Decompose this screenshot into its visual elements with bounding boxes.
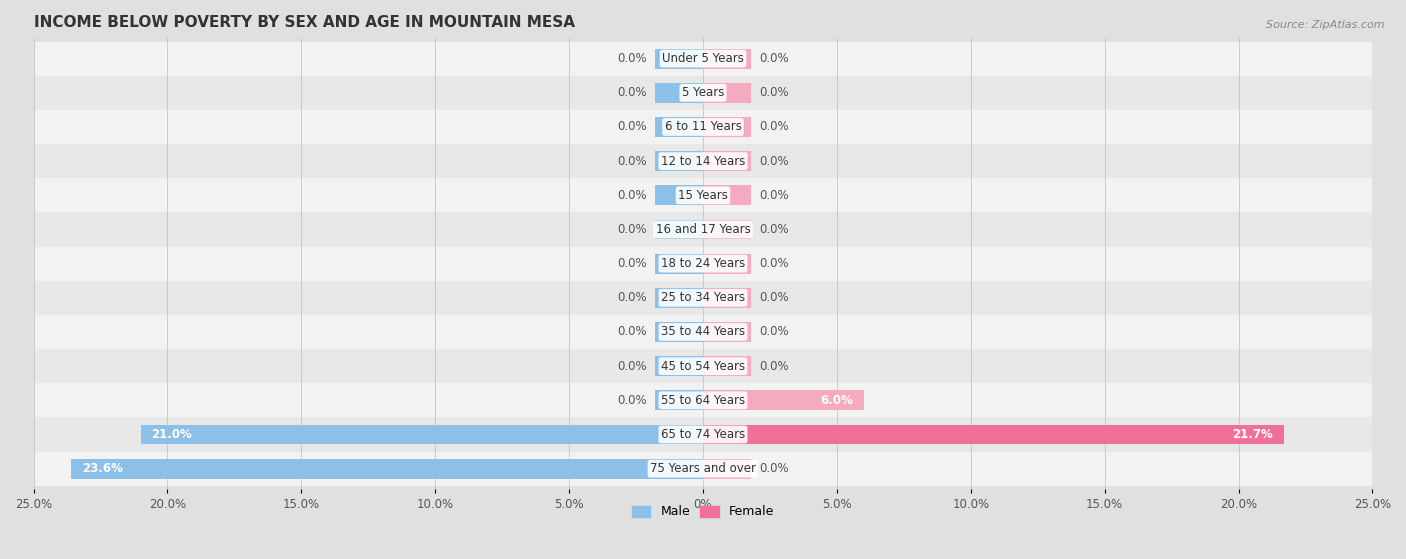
Bar (34, 247, 1372, 281)
Bar (655, 288, 703, 307)
Bar (34, 110, 1372, 144)
Bar (34, 315, 1372, 349)
Text: 6.0%: 6.0% (820, 394, 853, 407)
Text: 0.0%: 0.0% (617, 52, 647, 65)
Bar (34, 349, 1372, 383)
Text: 18 to 24 Years: 18 to 24 Years (661, 257, 745, 270)
Text: 23.6%: 23.6% (82, 462, 122, 475)
Text: Source: ZipAtlas.com: Source: ZipAtlas.com (1267, 20, 1385, 30)
Text: 0.0%: 0.0% (759, 325, 789, 338)
Bar (703, 356, 751, 376)
Text: 0.0%: 0.0% (759, 223, 789, 236)
Bar (655, 390, 703, 410)
Text: 0.0%: 0.0% (759, 52, 789, 65)
Bar (72, 459, 703, 479)
Bar (655, 322, 703, 342)
Text: 0.0%: 0.0% (617, 189, 647, 202)
Text: 0.0%: 0.0% (759, 462, 789, 475)
Bar (655, 83, 703, 103)
Text: 0.0%: 0.0% (759, 189, 789, 202)
Text: 0.0%: 0.0% (617, 257, 647, 270)
Text: 45 to 54 Years: 45 to 54 Years (661, 359, 745, 373)
Text: 0.0%: 0.0% (759, 257, 789, 270)
Text: 0.0%: 0.0% (617, 223, 647, 236)
Bar (703, 459, 751, 479)
Text: 0.0%: 0.0% (617, 291, 647, 304)
Text: 0.0%: 0.0% (617, 155, 647, 168)
Bar (34, 281, 1372, 315)
Legend: Male, Female: Male, Female (627, 500, 779, 523)
Text: 0.0%: 0.0% (617, 394, 647, 407)
Bar (141, 425, 703, 444)
Text: 75 Years and over: 75 Years and over (650, 462, 756, 475)
Bar (34, 418, 1372, 452)
Bar (703, 83, 751, 103)
Bar (34, 178, 1372, 212)
Bar (703, 254, 751, 273)
Bar (34, 41, 1372, 75)
Bar (703, 425, 1284, 444)
Text: 0.0%: 0.0% (759, 359, 789, 373)
Bar (655, 356, 703, 376)
Bar (703, 186, 751, 205)
Text: 0.0%: 0.0% (617, 359, 647, 373)
Text: 35 to 44 Years: 35 to 44 Years (661, 325, 745, 338)
Text: 16 and 17 Years: 16 and 17 Years (655, 223, 751, 236)
Text: 6 to 11 Years: 6 to 11 Years (665, 120, 741, 134)
Text: 0.0%: 0.0% (617, 325, 647, 338)
Text: 0.0%: 0.0% (617, 86, 647, 100)
Bar (34, 144, 1372, 178)
Text: 25 to 34 Years: 25 to 34 Years (661, 291, 745, 304)
Text: 0.0%: 0.0% (617, 120, 647, 134)
Bar (34, 212, 1372, 247)
Text: 15 Years: 15 Years (678, 189, 728, 202)
Text: 21.7%: 21.7% (1233, 428, 1274, 441)
Text: 0.0%: 0.0% (759, 291, 789, 304)
Bar (703, 322, 751, 342)
Bar (655, 117, 703, 137)
Bar (655, 151, 703, 171)
Text: INCOME BELOW POVERTY BY SEX AND AGE IN MOUNTAIN MESA: INCOME BELOW POVERTY BY SEX AND AGE IN M… (34, 15, 575, 30)
Bar (655, 186, 703, 205)
Text: 55 to 64 Years: 55 to 64 Years (661, 394, 745, 407)
Text: 0.0%: 0.0% (759, 86, 789, 100)
Bar (703, 117, 751, 137)
Bar (703, 151, 751, 171)
Bar (703, 288, 751, 307)
Bar (34, 452, 1372, 486)
Bar (34, 75, 1372, 110)
Bar (655, 254, 703, 273)
Bar (703, 390, 863, 410)
Text: 0.0%: 0.0% (759, 120, 789, 134)
Text: 65 to 74 Years: 65 to 74 Years (661, 428, 745, 441)
Text: 5 Years: 5 Years (682, 86, 724, 100)
Bar (655, 49, 703, 69)
Bar (703, 220, 751, 239)
Text: Under 5 Years: Under 5 Years (662, 52, 744, 65)
Bar (703, 49, 751, 69)
Bar (655, 220, 703, 239)
Text: 21.0%: 21.0% (152, 428, 193, 441)
Bar (34, 383, 1372, 418)
Text: 0.0%: 0.0% (759, 155, 789, 168)
Text: 12 to 14 Years: 12 to 14 Years (661, 155, 745, 168)
